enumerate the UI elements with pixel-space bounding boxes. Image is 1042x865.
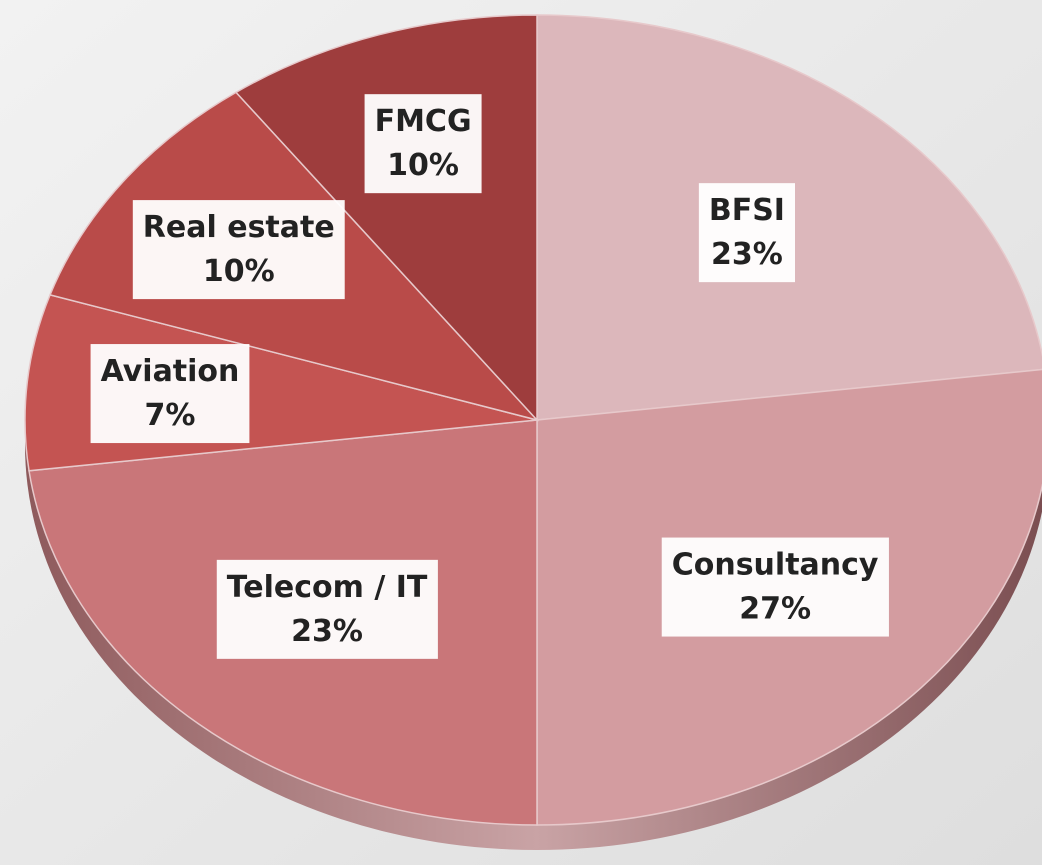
slice-label: Real estate [143,210,335,245]
label-box [132,200,345,300]
label-box [698,183,795,283]
slice-label: FMCG [375,104,472,139]
slice-label: BFSI [709,193,785,228]
label-box [364,94,482,194]
slice-value-label: 10% [203,254,275,289]
slice-value-label: 7% [145,398,196,433]
slice-label: Consultancy [672,548,879,583]
slice-label: Aviation [101,354,240,389]
slice-label: Telecom / IT [227,570,428,605]
slice-value-label: 10% [387,148,459,183]
label-box [90,344,250,444]
slice-value-label: 27% [739,592,811,627]
label-box [661,537,889,637]
label-box [216,559,438,659]
slice-value-label: 23% [291,614,363,649]
slice-value-label: 23% [711,237,783,272]
